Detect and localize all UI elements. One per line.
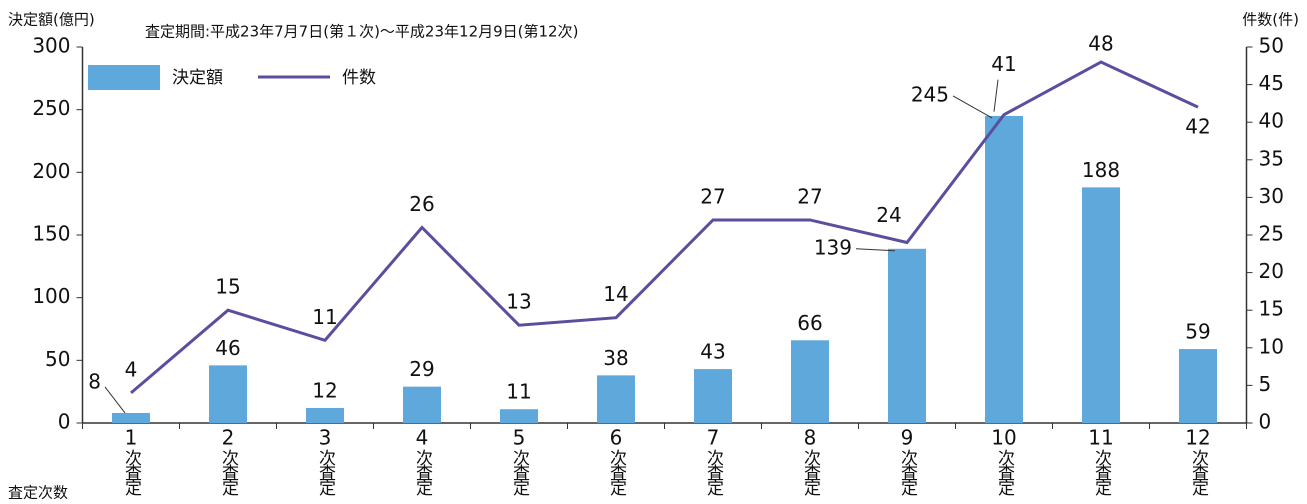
line-value-label: 48: [1088, 32, 1113, 56]
x-tick-suffix: 次査定: [315, 449, 336, 496]
x-tick-label: 11: [1088, 426, 1113, 450]
x-tick-suffix: 次査定: [509, 449, 530, 496]
y2-axis-title: 件数(件): [1242, 11, 1299, 29]
bar: [694, 369, 732, 423]
bar-value-label: 245: [911, 82, 949, 106]
x-tick-label: 2: [222, 426, 235, 450]
x-tick-suffix: 次査定: [800, 449, 821, 496]
y2-tick-label: 30: [1259, 184, 1284, 208]
x-tick-suffix: 次査定: [1091, 449, 1112, 496]
bar-value-label: 43: [700, 340, 725, 364]
x-tick-suffix: 次査定: [703, 449, 724, 496]
x-tick-label: 6: [610, 426, 623, 450]
bar: [1082, 187, 1120, 423]
line-value-label: 15: [215, 275, 240, 299]
bar-value-label: 29: [409, 357, 434, 381]
line-value-label: 41: [991, 52, 1016, 76]
bar: [209, 365, 247, 423]
leader-line: [993, 79, 999, 112]
line-value-label: 27: [797, 184, 822, 208]
y2-tick-label: 45: [1259, 71, 1284, 95]
x-tick-label: 4: [416, 426, 429, 450]
bar: [1179, 349, 1217, 423]
bar-value-label: 59: [1185, 320, 1210, 344]
x-tick-label: 10: [991, 426, 1016, 450]
line: [130, 60, 1199, 395]
bar-value-label: 11: [506, 380, 531, 404]
y-tick-label: 250: [32, 96, 70, 120]
y2-tick-label: 15: [1259, 297, 1284, 321]
bar: [306, 407, 344, 423]
y2-tick-label: 25: [1259, 222, 1284, 246]
bar: [597, 375, 635, 423]
leader-line: [855, 248, 896, 252]
bar: [403, 386, 441, 423]
x-tick-label: 3: [319, 426, 332, 450]
x-tick-suffix: 次査定: [412, 449, 433, 496]
line-value-label: 42: [1185, 115, 1210, 139]
y-axis-title: 決定額(億円): [8, 11, 95, 29]
x-tick-label: 12: [1185, 426, 1210, 450]
leader-line: [104, 386, 126, 414]
y-tick-label: 50: [45, 347, 70, 371]
bar: [791, 340, 829, 423]
bar: [500, 409, 538, 423]
y2-tick-label: 40: [1259, 109, 1284, 133]
x-tick-label: 8: [804, 426, 817, 450]
x-tick-suffix: 次査定: [121, 449, 142, 496]
line-value-label: 4: [125, 357, 138, 381]
x-tick-label: 7: [707, 426, 720, 450]
x-axis-title: 査定次数: [8, 484, 68, 502]
bar: [112, 412, 150, 423]
x-tick-suffix: 次査定: [218, 449, 239, 496]
bar-value-label: 46: [215, 336, 240, 360]
line-value-label: 13: [506, 290, 531, 314]
bar-value-label: 12: [312, 378, 337, 402]
line-value-label: 11: [312, 305, 337, 329]
y2-tick-label: 0: [1259, 410, 1272, 434]
x-tick-suffix: 次査定: [897, 449, 918, 496]
line-value-label: 24: [876, 203, 901, 227]
y-tick-label: 200: [32, 159, 70, 183]
y-tick-label: 100: [32, 284, 70, 308]
y2-tick-label: 50: [1259, 34, 1284, 58]
line-value-label: 26: [409, 192, 434, 216]
y2-tick-label: 5: [1259, 372, 1272, 396]
bar-value-label: 8: [88, 369, 101, 393]
y-tick-label: 300: [32, 34, 70, 58]
bar-value-label: 66: [797, 311, 822, 335]
bar: [888, 248, 926, 423]
x-tick-suffix: 次査定: [994, 449, 1015, 496]
x-tick-suffix: 次査定: [1188, 449, 1209, 496]
x-tick-label: 1: [125, 426, 138, 450]
x-tick-label: 9: [901, 426, 914, 450]
line-value-label: 14: [603, 282, 628, 306]
y-tick-label: 150: [32, 222, 70, 246]
bar-value-label: 38: [603, 346, 628, 370]
y2-tick-label: 20: [1259, 259, 1284, 283]
line-value-label: 27: [700, 184, 725, 208]
bar: [985, 115, 1023, 423]
subtitle: 査定期間:平成23年7月7日(第１次)～平成23年12月9日(第12次): [145, 23, 578, 41]
bar-value-label: 139: [814, 235, 852, 259]
leader-line: [952, 95, 993, 119]
x-tick-label: 5: [513, 426, 526, 450]
legend-label: 件数: [342, 68, 376, 88]
y2-tick-label: 10: [1259, 334, 1284, 358]
legend-label: 決定額: [172, 68, 223, 88]
y-tick-label: 0: [58, 410, 71, 434]
x-tick-suffix: 次査定: [606, 449, 627, 496]
y2-tick-label: 35: [1259, 146, 1284, 170]
legend-swatch: [88, 65, 160, 90]
bar-value-label: 188: [1082, 158, 1120, 182]
